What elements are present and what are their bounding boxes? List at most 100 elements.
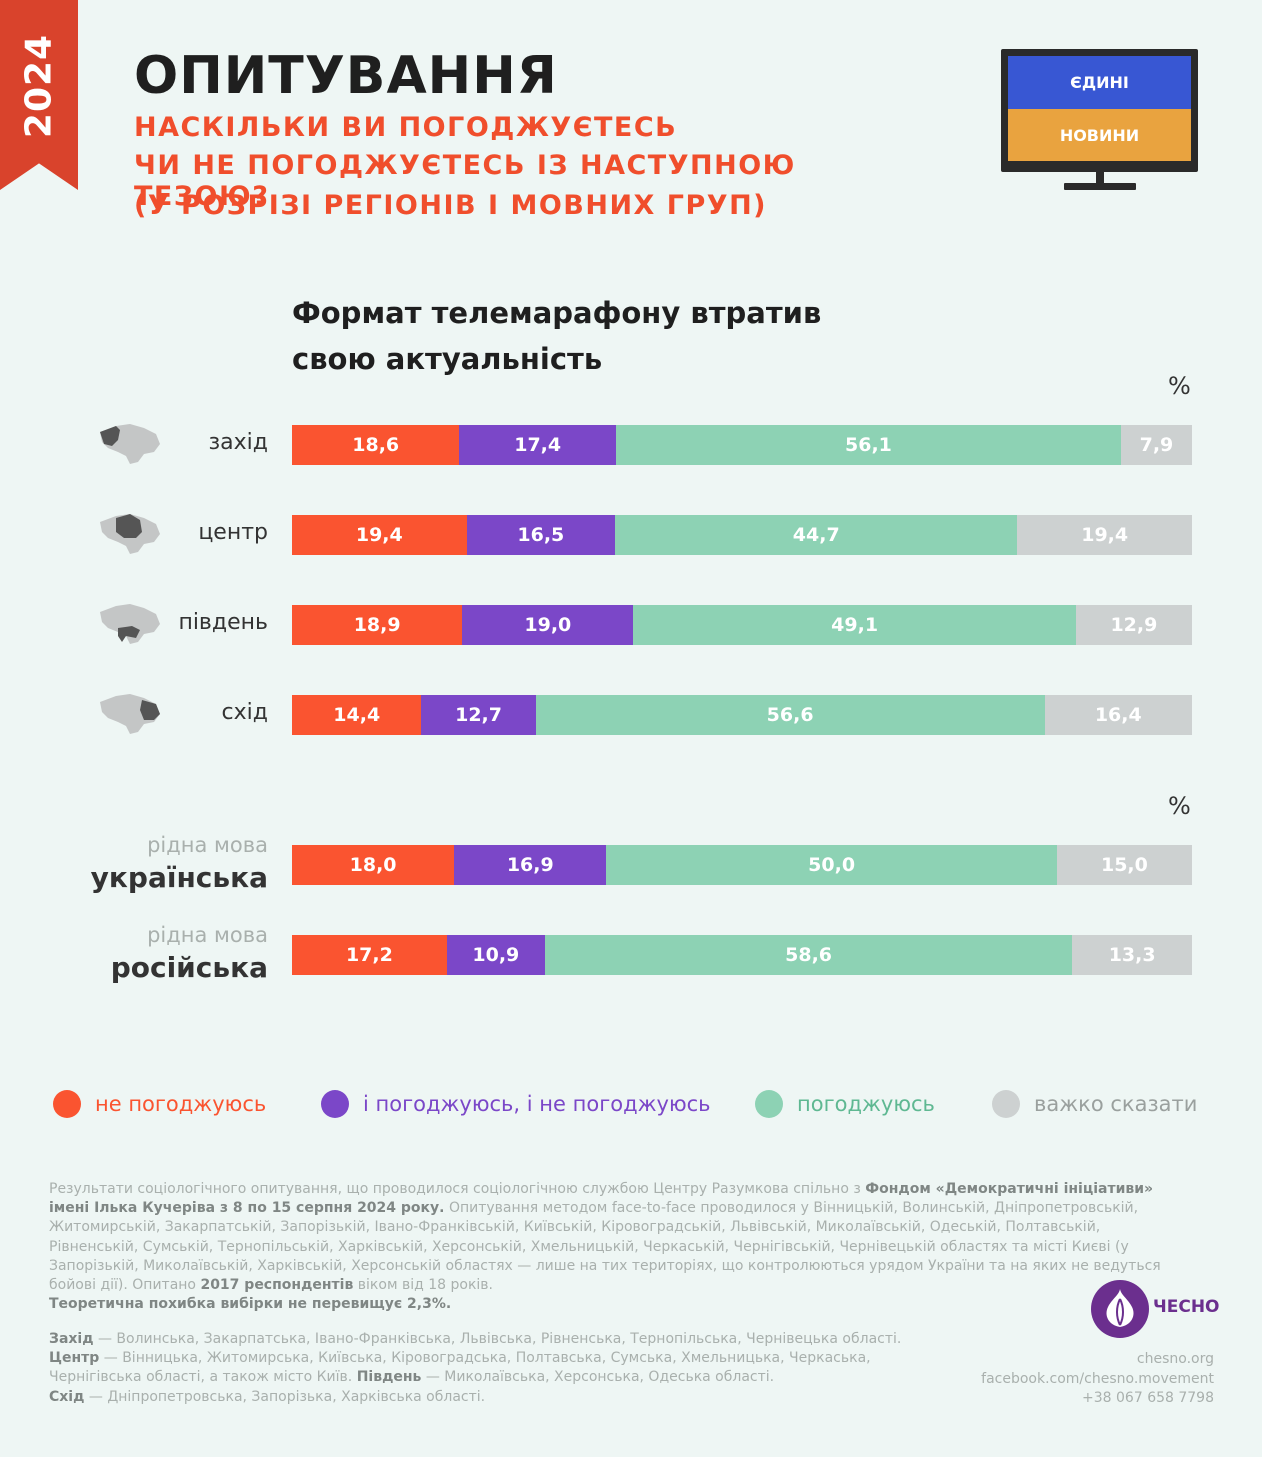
- tv-logo-line-1: ЄДИНІ: [1008, 56, 1191, 109]
- note-bold-2: 2017 респондентів: [200, 1277, 354, 1294]
- row-label-russian: рідна мова російська: [28, 920, 268, 986]
- tv-logo: ЄДИНІ НОВИНИ: [1001, 49, 1198, 193]
- bar-value-label: 17,2: [345, 944, 393, 966]
- bar-segment-hard-to-say: 7,9: [1120, 425, 1192, 465]
- row-label-east: схід: [221, 700, 268, 725]
- note-part-3: віком від 18 років.: [353, 1277, 493, 1294]
- chesno-garlic-icon: [1091, 1280, 1149, 1338]
- bar-segment-neutral: 17,4: [459, 425, 616, 465]
- row-label-ukrainian-main: українська: [90, 861, 268, 894]
- bar-value-label: 16,9: [506, 854, 554, 876]
- bar-segment-hard-to-say: 13,3: [1072, 935, 1192, 975]
- subtitle-line-1: НАСКІЛЬКИ ВИ ПОГОДЖУЄТЕСЬ: [134, 112, 678, 143]
- region-east-list: — Дніпропетровська, Запорізька, Харківсь…: [84, 1388, 486, 1405]
- row-label-west: захід: [208, 430, 268, 455]
- brand-name: ЧЕСНО: [1153, 1297, 1220, 1317]
- bar-segment-agree: 58,6: [544, 935, 1073, 975]
- bar-segment-hard-to-say: 15,0: [1056, 845, 1192, 885]
- bar-segment-hard-to-say: 16,4: [1044, 695, 1192, 735]
- bar-segment-neutral: 12,7: [421, 695, 536, 735]
- bar-segment-neutral: 16,9: [454, 845, 607, 885]
- contacts: chesno.org facebook.com/chesno.movement …: [960, 1350, 1214, 1409]
- row-label-ukrainian: рідна мова українська: [28, 830, 268, 896]
- bar-value-label: 13,3: [1108, 944, 1156, 966]
- note-bold-3: Теоретична похибка вибірки не перевищує …: [49, 1296, 452, 1313]
- bar-value-label: 12,7: [455, 704, 502, 726]
- bar-segment-disagree: 14,4: [292, 695, 422, 735]
- bar-center: 19,4 16,5 44,7 19,4: [292, 515, 1192, 555]
- tv-stand-neck: [1096, 172, 1104, 184]
- bar-value-label: 56,6: [766, 704, 814, 726]
- bar-value-label: 58,6: [785, 944, 833, 966]
- legend-swatch-disagree: [53, 1090, 81, 1118]
- bar-value-label: 10,9: [472, 944, 520, 966]
- bar-segment-neutral: 19,0: [462, 605, 634, 645]
- bar-value-label: 12,9: [1110, 614, 1158, 636]
- row-label-russian-main: російська: [110, 951, 268, 984]
- region-center-name: Центр: [49, 1350, 100, 1367]
- legend-item-disagree: не погоджуюсь: [53, 1090, 266, 1118]
- bar-segment-disagree: 18,9: [292, 605, 463, 645]
- bar-segment-agree: 56,1: [616, 425, 1121, 465]
- map-center-icon: [100, 514, 160, 554]
- map-east-icon: [100, 694, 160, 734]
- bar-value-label: 16,5: [517, 524, 565, 546]
- bar-value-label: 18,0: [349, 854, 397, 876]
- bar-value-label: 19,4: [355, 524, 403, 546]
- unit-label-languages: %: [1168, 792, 1191, 820]
- bar-segment-agree: 50,0: [606, 845, 1057, 885]
- bar-segment-neutral: 10,9: [446, 935, 545, 975]
- bar-russian: 17,2 10,9 58,6 13,3: [292, 935, 1192, 975]
- row-label-russian-top: рідна мова: [147, 923, 268, 947]
- legend-swatch-agree: [755, 1090, 783, 1118]
- legend-label-agree: погоджуюсь: [797, 1092, 935, 1116]
- bar-segment-disagree: 17,2: [292, 935, 447, 975]
- chart-title-line-1: Формат телемарафону втратив: [292, 296, 822, 330]
- map-west-icon: [100, 424, 160, 464]
- region-west-list: — Волинська, Закарпатська, Івано-Франків…: [93, 1331, 902, 1347]
- regions-definition: Захід — Волинська, Закарпатська, Івано-Ф…: [49, 1330, 949, 1407]
- bar-segment-agree: 44,7: [615, 515, 1018, 555]
- legend-label-neutral: і погоджуюсь, і не погоджуюсь: [363, 1092, 711, 1116]
- tv-stand-foot: [1064, 183, 1136, 190]
- bar-value-label: 49,1: [831, 614, 879, 636]
- year-ribbon: 2024: [0, 0, 78, 190]
- year-label: 2024: [18, 33, 60, 139]
- contact-facebook[interactable]: facebook.com/chesno.movement: [981, 1370, 1214, 1387]
- bar-segment-disagree: 18,6: [292, 425, 460, 465]
- legend-item-hard-to-say: важко сказати: [992, 1090, 1197, 1118]
- chart-title-line-2: свою актуальність: [292, 342, 603, 376]
- bar-value-label: 44,7: [792, 524, 840, 546]
- subtitle-line-3: (У РОЗРІЗІ РЕГІОНІВ І МОВНИХ ГРУП): [134, 190, 768, 221]
- bar-east: 14,4 12,7 56,6 16,4: [292, 695, 1192, 735]
- legend-item-agree: погоджуюсь: [755, 1090, 935, 1118]
- page-title: ОПИТУВАННЯ: [134, 46, 558, 106]
- bar-segment-disagree: 18,0: [292, 845, 455, 885]
- bar-value-label: 16,4: [1094, 704, 1142, 726]
- bar-value-label: 7,9: [1139, 434, 1174, 456]
- legend-swatch-neutral: [321, 1090, 349, 1118]
- legend-item-neutral: і погоджуюсь, і не погоджуюсь: [321, 1090, 711, 1118]
- region-center-list: — Вінницька, Житомирська, Київська, Кіро…: [49, 1350, 871, 1386]
- bar-segment-agree: 49,1: [633, 605, 1076, 645]
- bar-ukrainian: 18,0 16,9 50,0 15,0: [292, 845, 1192, 885]
- bar-west: 18,6 17,4 56,1 7,9: [292, 425, 1192, 465]
- bar-south: 18,9 19,0 49,1 12,9: [292, 605, 1192, 645]
- region-south-list: — Миколаївська, Херсонська, Одеська обла…: [421, 1369, 775, 1386]
- bar-value-label: 50,0: [808, 854, 856, 876]
- note-bold-1: Фондом «Демократичні ініціативи» імені І…: [49, 1181, 1154, 1217]
- contact-site[interactable]: chesno.org: [1136, 1351, 1214, 1367]
- bar-segment-agree: 56,6: [535, 695, 1045, 735]
- legend-label-disagree: не погоджуюсь: [95, 1092, 267, 1116]
- bar-value-label: 19,0: [524, 614, 572, 636]
- bar-value-label: 15,0: [1100, 854, 1148, 876]
- row-label-ukrainian-top: рідна мова: [147, 833, 268, 857]
- note-part-1: Результати соціологічного опитування, що…: [49, 1181, 866, 1197]
- legend-label-hard-to-say: важко сказати: [1034, 1092, 1198, 1116]
- region-south-name: Південь: [356, 1369, 422, 1386]
- bar-value-label: 18,9: [353, 614, 401, 636]
- subtitle-line-2: ЧИ НЕ ПОГОДЖУЄТЕСЬ ІЗ НАСТУПНОЮ ТЕЗОЮ?: [134, 150, 796, 212]
- bar-value-label: 19,4: [1081, 524, 1129, 546]
- legend-swatch-hard-to-say: [992, 1090, 1020, 1118]
- region-east-name: Схід: [49, 1388, 85, 1405]
